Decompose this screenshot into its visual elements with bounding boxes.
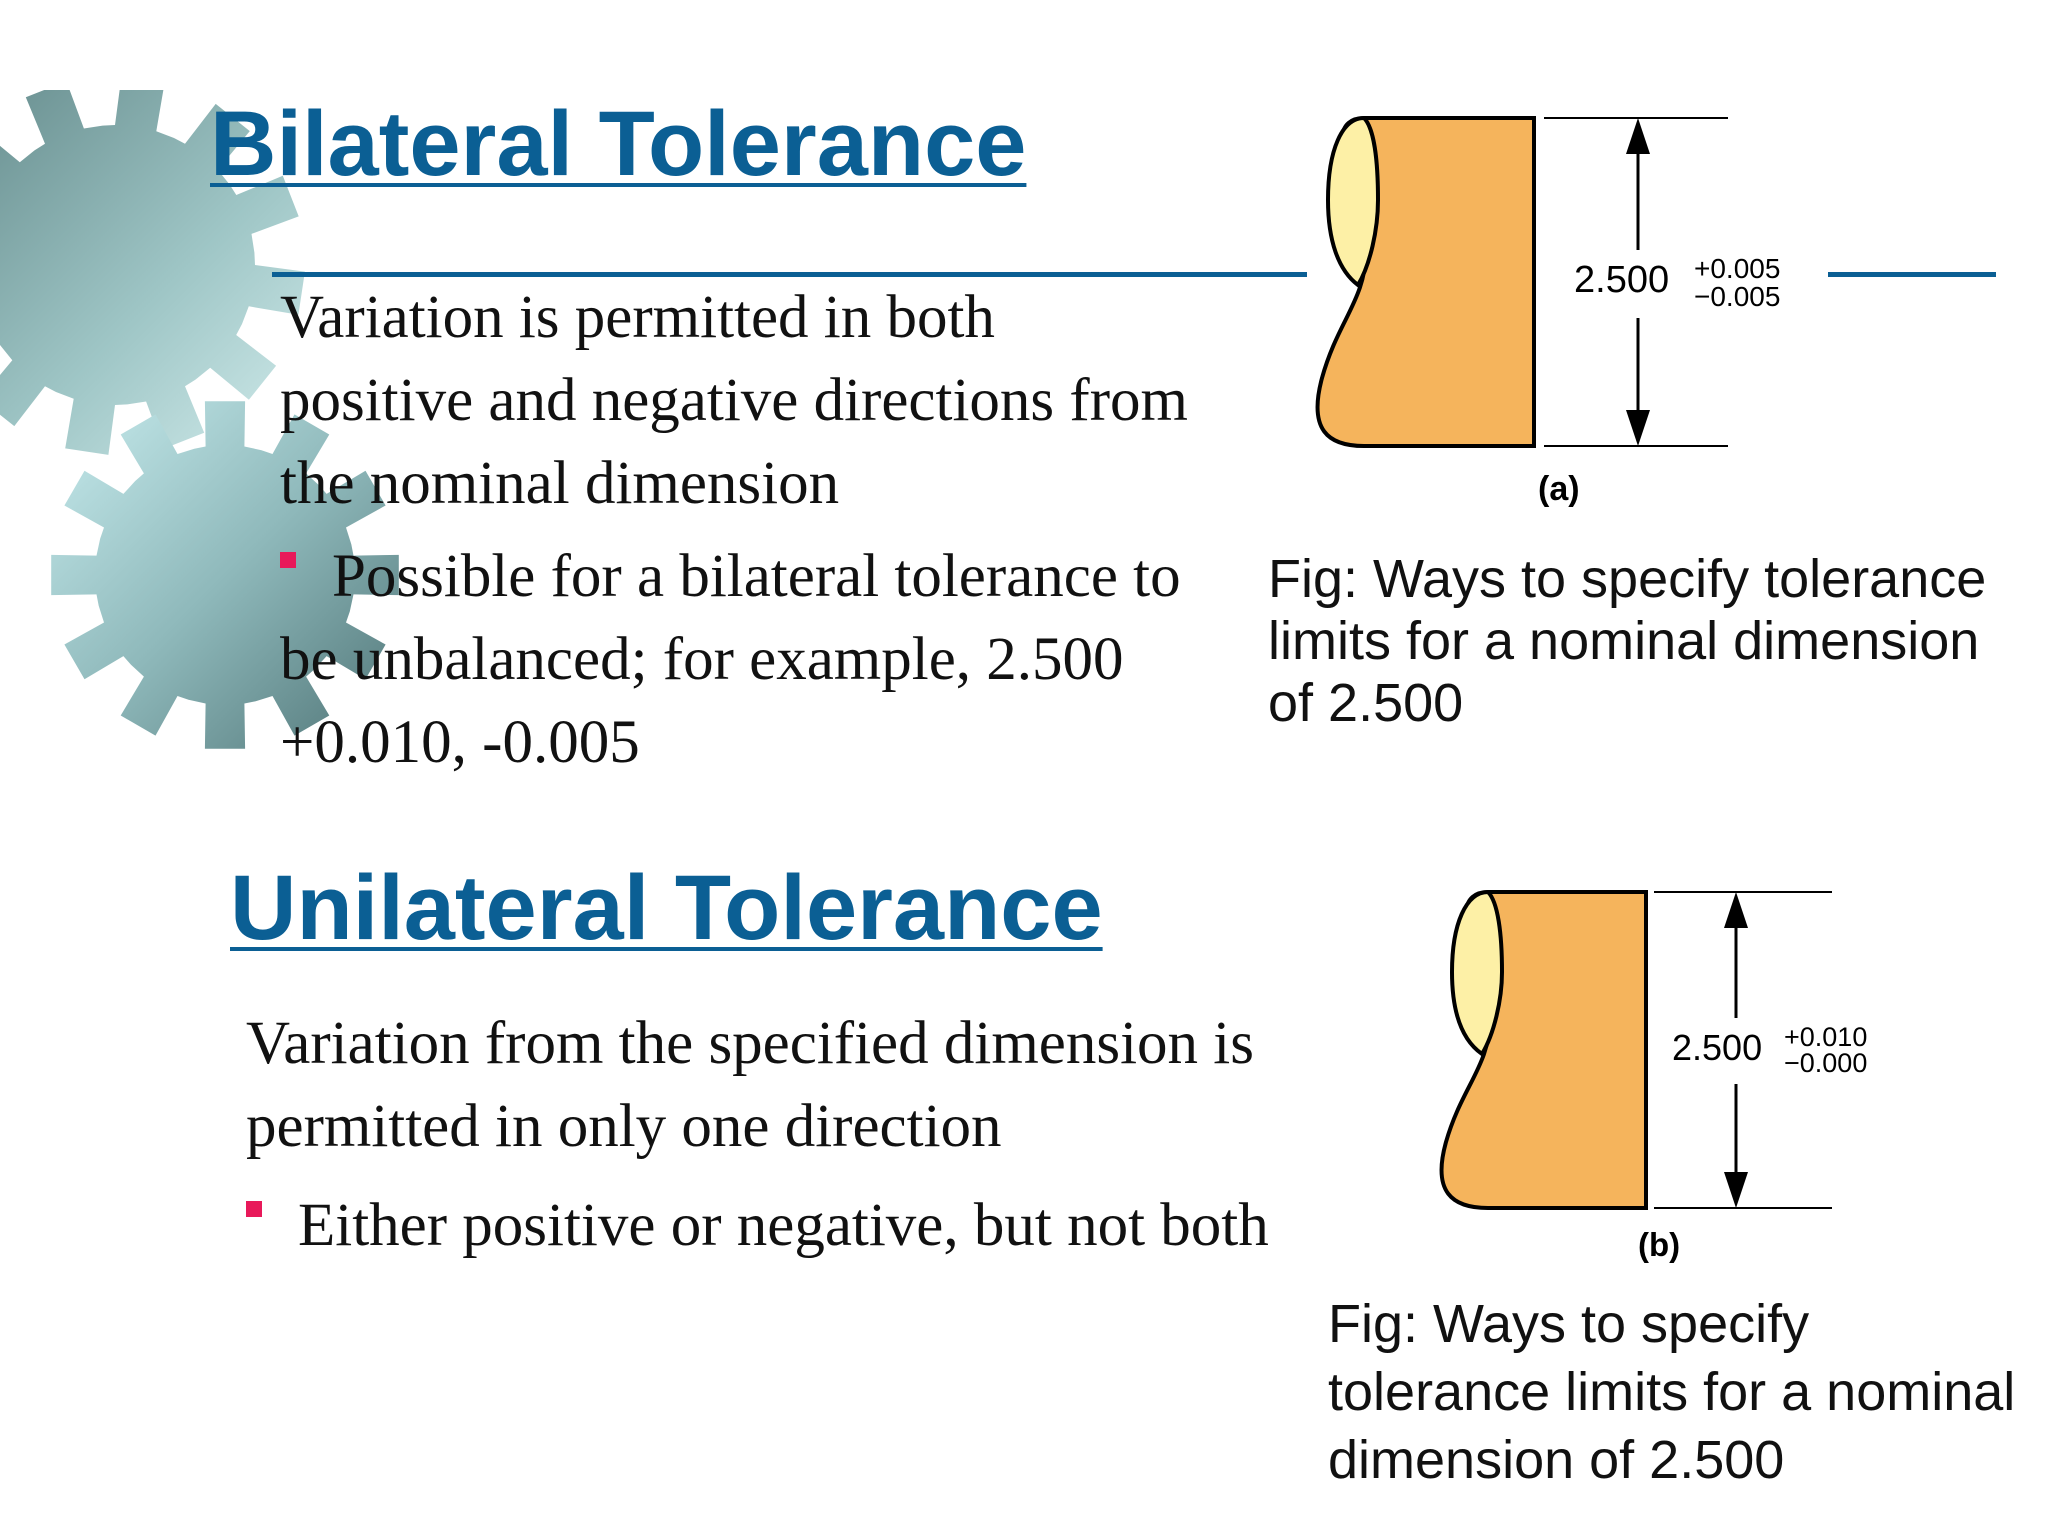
arrow-down-icon (1626, 410, 1650, 446)
bilateral-description: Variation is permitted in both positive … (280, 284, 1188, 517)
unilateral-tolerance-figure: 2.500 +0.010 −0.000 (b) (1439, 889, 1867, 1263)
bilateral-divider-right (1828, 272, 1996, 277)
unilateral-description: Variation from the specified dimension i… (246, 1010, 1254, 1160)
arrow-down-icon (1724, 1172, 1748, 1208)
upper-tolerance-a: +0.005 (1694, 253, 1780, 284)
lower-tolerance-b: −0.000 (1784, 1048, 1867, 1078)
bilateral-body: Variation is permitted in both positive … (280, 276, 1200, 784)
part-end-a (1325, 115, 1381, 288)
nominal-dimension-a: 2.500 (1574, 259, 1669, 301)
bilateral-bullet-item: Possible for a bilateral tolerance to be… (280, 535, 1200, 784)
bilateral-bullet-text: Possible for a bilateral tolerance to be… (280, 543, 1181, 776)
arrow-up-icon (1724, 892, 1748, 928)
lower-tolerance-a: −0.005 (1694, 281, 1780, 312)
arrow-up-icon (1626, 118, 1650, 154)
nominal-dimension-b: 2.500 (1672, 1027, 1762, 1068)
figure-label-a: (a) (1538, 470, 1580, 508)
unilateral-bullet-item: Either positive or negative, but not bot… (246, 1184, 1356, 1267)
large-gear-icon (0, 90, 305, 455)
bilateral-heading: Bilateral Tolerance (210, 93, 1027, 195)
unilateral-bullet-text: Either positive or negative, but not bot… (298, 1192, 1269, 1259)
small-gear-shape (51, 401, 399, 749)
figure-label-b: (b) (1638, 1226, 1680, 1263)
bilateral-caption: Fig: Ways to specify tolerance limits fo… (1268, 549, 1987, 733)
bullet-icon (246, 1201, 262, 1217)
large-gear-shape (0, 90, 305, 455)
part-end-b (1449, 889, 1505, 1057)
upper-tolerance-b: +0.010 (1784, 1022, 1867, 1052)
gears-decoration (0, 90, 399, 749)
unilateral-heading: Unilateral Tolerance (230, 857, 1103, 959)
bullet-icon (280, 552, 296, 568)
bilateral-divider-left (272, 272, 1307, 277)
unilateral-body: Variation from the specified dimension i… (246, 1002, 1356, 1267)
unilateral-caption: Fig: Ways to specify tolerance limits fo… (1328, 1294, 2016, 1490)
bilateral-tolerance-figure: 2.500 +0.005 −0.005 (a) (1315, 115, 1780, 508)
small-gear-icon (51, 401, 399, 749)
